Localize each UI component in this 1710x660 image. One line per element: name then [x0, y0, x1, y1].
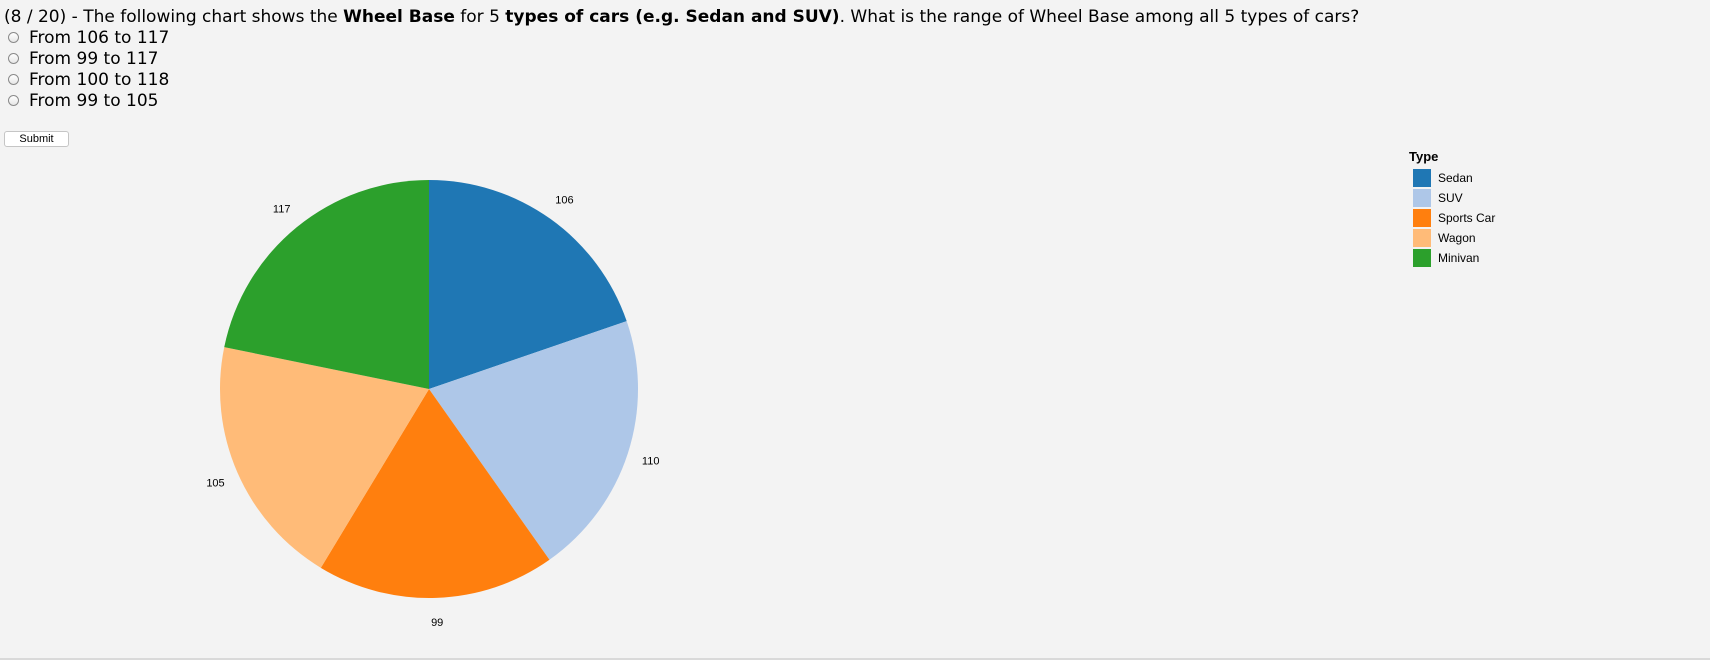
pie-value-labels: 106 110 99 105 117 [206, 194, 659, 629]
slice-suv [429, 321, 639, 560]
legend-swatch-suv [1413, 189, 1431, 207]
radio-button-1[interactable] [8, 32, 19, 43]
question-text: (8 / 20) - The following chart shows the… [4, 6, 1359, 28]
legend-swatch-sports-car [1413, 209, 1431, 227]
value-label-minivan: 117 [273, 204, 291, 216]
option-1-label: From 106 to 117 [29, 27, 170, 48]
submit-button[interactable]: Submit [4, 131, 69, 147]
legend-label-minivan: Minivan [1438, 251, 1479, 265]
slice-sedan [429, 180, 627, 389]
legend-title: Type [1409, 149, 1438, 164]
slice-wagon [219, 347, 429, 568]
legend-swatch-wagon [1413, 229, 1431, 247]
legend-label-sports-car: Sports Car [1438, 211, 1495, 225]
legend-label-suv: SUV [1438, 191, 1463, 205]
question-middle: for 5 [454, 7, 506, 27]
option-4[interactable]: From 99 to 105 [8, 90, 169, 111]
value-label-suv: 110 [642, 456, 660, 468]
pie-slices [219, 180, 639, 598]
slice-sports-car [320, 389, 550, 598]
option-2-label: From 99 to 117 [29, 48, 159, 69]
value-label-wagon: 105 [206, 477, 224, 489]
legend-swatch-minivan [1413, 249, 1431, 267]
answer-options: From 106 to 117 From 99 to 117 From 100 … [8, 27, 169, 111]
radio-button-4[interactable] [8, 95, 19, 106]
radio-button-2[interactable] [8, 53, 19, 64]
slice-minivan [224, 180, 429, 389]
radio-button-3[interactable] [8, 74, 19, 85]
option-1[interactable]: From 106 to 117 [8, 27, 169, 48]
question-subject: types of cars (e.g. Sedan and SUV) [505, 7, 840, 27]
question-suffix: . What is the range of Wheel Base among … [839, 7, 1360, 27]
bottom-border [0, 658, 1710, 660]
option-3-label: From 100 to 118 [29, 69, 170, 90]
value-label-sedan: 106 [555, 194, 573, 206]
question-prefix: (8 / 20) - The following chart shows the [4, 7, 344, 27]
option-3[interactable]: From 100 to 118 [8, 69, 169, 90]
legend-label-wagon: Wagon [1438, 231, 1476, 245]
option-4-label: From 99 to 105 [29, 90, 159, 111]
legend-label-sedan: Sedan [1438, 171, 1473, 185]
value-label-sports-car: 99 [431, 617, 443, 629]
legend-swatch-sedan [1413, 169, 1431, 187]
question-metric: Wheel Base [343, 7, 455, 27]
option-2[interactable]: From 99 to 117 [8, 48, 169, 69]
